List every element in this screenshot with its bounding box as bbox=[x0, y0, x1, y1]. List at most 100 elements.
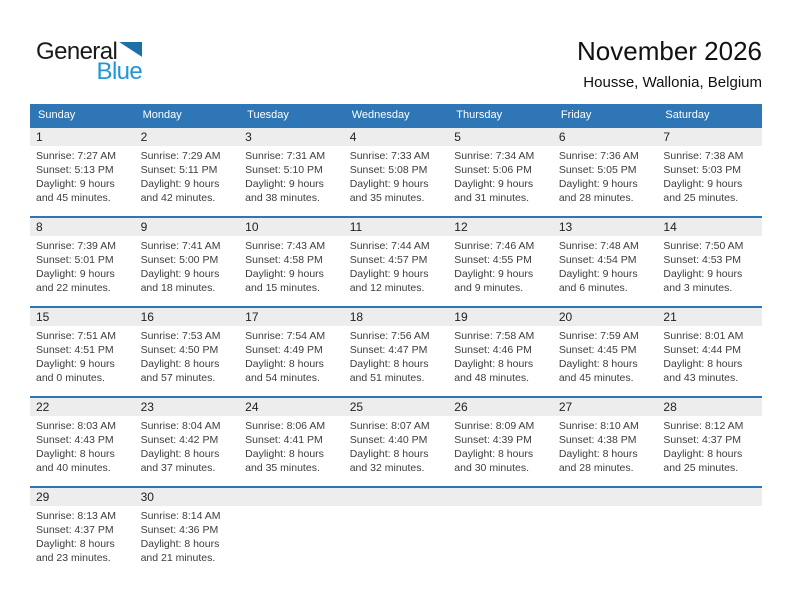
calendar-cell-day-11: 11 Sunrise: 7:44 AM Sunset: 4:57 PM Dayligh… bbox=[343, 218, 449, 306]
sun-times-line: Sunrise: 8:12 AM bbox=[663, 420, 744, 432]
sun-times-line: Sunrise: 8:01 AM bbox=[663, 330, 744, 342]
sun-times-text: Sunrise: 8:04 AM Sunset: 4:42 PM Daylight:… bbox=[135, 416, 240, 475]
sun-times-line: Daylight: 9 hours bbox=[36, 358, 115, 370]
sun-times-line: Sunrise: 7:31 AM bbox=[245, 150, 326, 162]
sun-times-line: and 25 minutes. bbox=[663, 462, 739, 474]
sun-times-line: and 6 minutes. bbox=[558, 282, 628, 294]
sun-times-line: Sunrise: 7:56 AM bbox=[349, 330, 430, 342]
day-number: 24 bbox=[239, 398, 344, 416]
day-number: 11 bbox=[343, 218, 449, 236]
calendar-cell-day-26: 26 Sunrise: 8:09 AM Sunset: 4:39 PM Dayligh… bbox=[448, 398, 553, 486]
calendar-cell-day-23: 23 Sunrise: 8:04 AM Sunset: 4:42 PM Dayligh… bbox=[134, 398, 240, 486]
sun-times-text: Sunrise: 7:58 AM Sunset: 4:46 PM Daylight:… bbox=[448, 326, 553, 385]
sun-times-line: Daylight: 9 hours bbox=[663, 178, 743, 190]
sun-times-text: Sunrise: 8:09 AM Sunset: 4:39 PM Daylight:… bbox=[448, 416, 553, 475]
calendar-cell-day-22: 22 Sunrise: 8:03 AM Sunset: 4:43 PM Dayligh… bbox=[30, 398, 135, 486]
day-number: 1 bbox=[30, 128, 135, 146]
sun-times-line: Sunset: 4:43 PM bbox=[36, 434, 114, 446]
day-number: 30 bbox=[134, 488, 240, 506]
sun-times-line: Sunset: 4:53 PM bbox=[663, 254, 742, 266]
sun-times-text bbox=[657, 506, 762, 509]
sun-times-text: Sunrise: 8:10 AM Sunset: 4:38 PM Daylight:… bbox=[553, 416, 658, 475]
sun-times-line: Daylight: 9 hours bbox=[558, 178, 638, 190]
sun-times-line: Sunrise: 8:10 AM bbox=[558, 420, 639, 432]
day-header-saturday: Saturday bbox=[665, 109, 710, 121]
week-row: 22 Sunrise: 8:03 AM Sunset: 4:43 PM Dayligh… bbox=[30, 396, 762, 486]
day-number bbox=[448, 488, 553, 506]
sun-times-line: Sunset: 4:58 PM bbox=[245, 254, 323, 266]
calendar-cell-day-7: 7 Sunrise: 7:38 AM Sunset: 5:03 PM Daylight… bbox=[657, 128, 762, 216]
day-number: 7 bbox=[657, 128, 762, 146]
sun-times-line: and 23 minutes. bbox=[36, 552, 111, 564]
calendar-cell-day-5: 5 Sunrise: 7:34 AM Sunset: 5:06 PM Daylight… bbox=[448, 128, 553, 216]
calendar-cell-day-16: 16 Sunrise: 7:53 AM Sunset: 4:50 PM Dayligh… bbox=[134, 308, 240, 396]
sun-times-text: Sunrise: 7:59 AM Sunset: 4:45 PM Daylight:… bbox=[553, 326, 658, 385]
sun-times-text bbox=[448, 506, 553, 509]
week-row: 8 Sunrise: 7:39 AM Sunset: 5:01 PM Daylight… bbox=[30, 216, 762, 306]
day-number: 5 bbox=[448, 128, 553, 146]
day-number: 27 bbox=[552, 398, 658, 416]
logo-text-general: General bbox=[36, 38, 118, 65]
day-number: 6 bbox=[552, 128, 658, 146]
day-number bbox=[657, 488, 762, 506]
sun-times-line: and 45 minutes. bbox=[558, 372, 634, 384]
sun-times-line: Daylight: 9 hours bbox=[140, 268, 220, 280]
calendar-cell-day-19: 19 Sunrise: 7:58 AM Sunset: 4:46 PM Dayligh… bbox=[448, 308, 553, 396]
sun-times-text: Sunrise: 8:14 AM Sunset: 4:36 PM Daylight:… bbox=[135, 506, 240, 565]
sun-times-line: Sunrise: 7:46 AM bbox=[454, 240, 535, 252]
calendar-cell-day-30: 30 Sunrise: 8:14 AM Sunset: 4:36 PM Dayligh… bbox=[134, 488, 240, 576]
general-blue-logo: General Blue bbox=[36, 38, 143, 86]
sun-times-line: Sunset: 4:41 PM bbox=[245, 434, 323, 446]
calendar-cell-empty bbox=[657, 488, 762, 576]
day-number: 20 bbox=[552, 308, 658, 326]
sun-times-line: and 40 minutes. bbox=[36, 462, 111, 474]
calendar-cell-empty bbox=[552, 488, 658, 576]
sun-times-line: Daylight: 9 hours bbox=[663, 268, 743, 280]
sun-times-text: Sunrise: 7:38 AM Sunset: 5:03 PM Daylight:… bbox=[657, 146, 762, 205]
sun-times-text: Sunrise: 8:06 AM Sunset: 4:41 PM Daylight:… bbox=[239, 416, 344, 475]
sun-times-line: and 15 minutes. bbox=[245, 282, 320, 294]
sun-times-line: and 22 minutes. bbox=[36, 282, 111, 294]
sun-times-line: Daylight: 8 hours bbox=[36, 448, 115, 460]
sun-times-line: Daylight: 9 hours bbox=[140, 178, 220, 190]
sun-times-line: Daylight: 8 hours bbox=[349, 448, 429, 460]
sun-times-line: Sunset: 4:47 PM bbox=[349, 344, 428, 356]
sun-times-line: and 38 minutes. bbox=[245, 192, 320, 204]
page-subtitle: Housse, Wallonia, Belgium bbox=[583, 74, 762, 91]
calendar-cell-day-8: 8 Sunrise: 7:39 AM Sunset: 5:01 PM Daylight… bbox=[30, 218, 135, 306]
sun-times-line: Daylight: 8 hours bbox=[558, 358, 638, 370]
sun-times-line: Sunrise: 7:50 AM bbox=[663, 240, 744, 252]
week-row: 29 Sunrise: 8:13 AM Sunset: 4:37 PM Dayligh… bbox=[30, 486, 762, 576]
day-number: 17 bbox=[239, 308, 344, 326]
week-row: 15 Sunrise: 7:51 AM Sunset: 4:51 PM Dayligh… bbox=[30, 306, 762, 396]
sun-times-line: Daylight: 8 hours bbox=[245, 358, 324, 370]
calendar-cell-day-27: 27 Sunrise: 8:10 AM Sunset: 4:38 PM Dayligh… bbox=[552, 398, 658, 486]
sun-times-text: Sunrise: 7:27 AM Sunset: 5:13 PM Daylight:… bbox=[30, 146, 135, 205]
day-number: 8 bbox=[30, 218, 135, 236]
sun-times-line: Sunrise: 7:33 AM bbox=[349, 150, 430, 162]
calendar-cell-day-17: 17 Sunrise: 7:54 AM Sunset: 4:49 PM Dayligh… bbox=[239, 308, 344, 396]
sun-times-line: Sunset: 4:37 PM bbox=[36, 524, 114, 536]
sun-times-line: Sunset: 4:57 PM bbox=[349, 254, 428, 266]
sun-times-line: Sunrise: 8:13 AM bbox=[36, 510, 116, 522]
calendar-cell-day-29: 29 Sunrise: 8:13 AM Sunset: 4:37 PM Dayligh… bbox=[30, 488, 135, 576]
day-header-monday: Monday bbox=[142, 109, 182, 121]
calendar-cell-day-21: 21 Sunrise: 8:01 AM Sunset: 4:44 PM Dayligh… bbox=[657, 308, 762, 396]
sun-times-line: Daylight: 9 hours bbox=[36, 268, 115, 280]
sun-times-text: Sunrise: 8:03 AM Sunset: 4:43 PM Daylight:… bbox=[30, 416, 135, 475]
day-number: 26 bbox=[448, 398, 553, 416]
sun-times-text: Sunrise: 7:46 AM Sunset: 4:55 PM Daylight:… bbox=[448, 236, 553, 295]
sun-times-line: Sunset: 4:42 PM bbox=[140, 434, 219, 446]
day-number: 19 bbox=[448, 308, 553, 326]
weeks-container: 1 Sunrise: 7:27 AM Sunset: 5:13 PM Daylight… bbox=[30, 126, 762, 576]
sun-times-text: Sunrise: 7:43 AM Sunset: 4:58 PM Daylight:… bbox=[239, 236, 344, 295]
calendar-cell-day-10: 10 Sunrise: 7:43 AM Sunset: 4:58 PM Dayligh… bbox=[239, 218, 344, 306]
sun-times-text: Sunrise: 7:48 AM Sunset: 4:54 PM Daylight:… bbox=[553, 236, 658, 295]
sun-times-line: Sunset: 4:55 PM bbox=[454, 254, 532, 266]
sun-times-line: Sunset: 5:11 PM bbox=[140, 164, 218, 176]
day-header-thursday: Thursday bbox=[456, 109, 503, 121]
day-header-tuesday: Tuesday bbox=[247, 109, 289, 121]
sun-times-line: Sunrise: 7:36 AM bbox=[558, 150, 639, 162]
calendar-cell-day-18: 18 Sunrise: 7:56 AM Sunset: 4:47 PM Dayligh… bbox=[343, 308, 449, 396]
logo-triangle-icon bbox=[119, 42, 143, 57]
